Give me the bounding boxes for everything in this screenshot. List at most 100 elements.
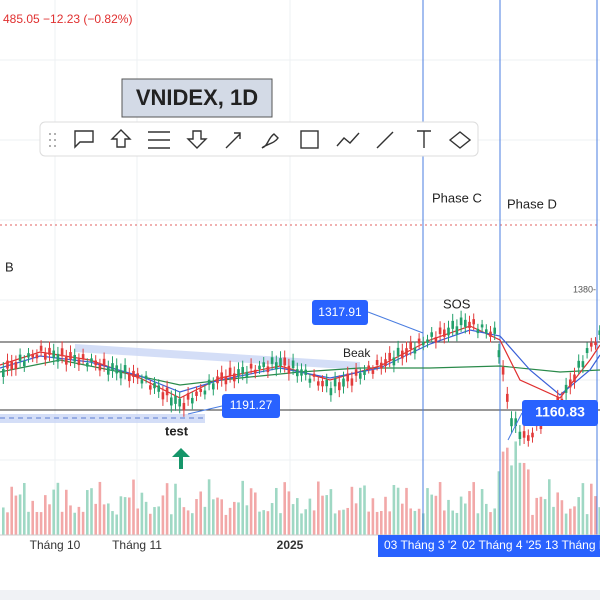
annotations: Phase C Phase D B SOS Beak test 1380- (5, 190, 596, 438)
candle (60, 348, 64, 357)
candle (333, 378, 337, 387)
volume-bar (203, 506, 207, 535)
candle (388, 352, 391, 361)
volume-bar (510, 465, 513, 535)
price-low: 1191.27 (230, 398, 273, 412)
candle (308, 378, 312, 383)
candle (275, 362, 278, 370)
beak: Beak (343, 346, 371, 360)
candle (48, 347, 51, 355)
volume-bar (245, 505, 249, 535)
volume-bar (161, 495, 165, 535)
candle (65, 356, 68, 365)
volume-bar (153, 507, 156, 535)
volume-bar (321, 495, 324, 535)
volume-bar (375, 511, 379, 535)
candle (6, 360, 9, 369)
candle (254, 369, 257, 374)
volume-bar (585, 514, 589, 535)
candle (585, 348, 589, 354)
candle (417, 338, 421, 344)
year-label: 2025 (277, 538, 304, 552)
volume-bar (69, 505, 72, 535)
candle (510, 418, 513, 427)
volume-bar (296, 498, 299, 535)
volume-bar (489, 512, 492, 535)
volume-bar (10, 486, 13, 535)
volume-bar (564, 513, 568, 535)
candle (522, 431, 526, 438)
candle (262, 362, 265, 367)
volume-bar (102, 504, 106, 535)
candle (39, 345, 43, 351)
candle (128, 374, 131, 382)
volume-bar (107, 503, 110, 535)
candle (258, 365, 261, 370)
volume-bar (2, 507, 5, 535)
candle (224, 376, 228, 385)
axis-labels: Tháng 10 Tháng 11 2025 03 Tháng 3 '2 02 … (30, 538, 600, 552)
candle (514, 418, 517, 427)
candle (182, 402, 186, 411)
volume-bar (451, 510, 454, 535)
bottom-bar (0, 590, 600, 600)
volume-bar (518, 462, 522, 535)
volume-bar (157, 506, 160, 535)
candle (73, 354, 76, 362)
candle (594, 341, 597, 346)
candle (291, 360, 295, 369)
volume-bar (409, 508, 412, 535)
volume-bar (535, 497, 538, 535)
volume-bar (199, 491, 202, 535)
volume-bar (371, 498, 375, 535)
volume-bar (18, 494, 22, 535)
candle (107, 367, 110, 375)
candle (287, 365, 291, 374)
candle (426, 339, 429, 343)
volume-bar (73, 512, 76, 535)
candle (338, 382, 341, 391)
candle (212, 383, 215, 390)
candle (304, 369, 307, 375)
candle (480, 324, 484, 328)
candle (350, 378, 354, 386)
volume-bar (77, 506, 81, 535)
candle (86, 363, 89, 367)
candle (359, 373, 362, 379)
candle (476, 328, 480, 334)
candle (459, 317, 463, 326)
candle (577, 360, 580, 368)
toolbar-icons[interactable] (49, 129, 472, 149)
candle (321, 380, 324, 387)
volume-bar (27, 511, 30, 535)
volume-bar (195, 499, 198, 535)
phase-b: B (5, 259, 14, 274)
candle (191, 397, 194, 404)
candle (434, 337, 438, 343)
volume-bar (300, 513, 303, 535)
candle (270, 357, 274, 364)
candle (241, 367, 244, 374)
candle (405, 348, 408, 356)
volume-bar (480, 489, 484, 535)
volume-bar (380, 510, 383, 535)
volume-bar (522, 462, 526, 535)
candle (539, 425, 543, 430)
candle (2, 369, 5, 377)
candle (506, 393, 509, 402)
candle (430, 332, 433, 337)
drawing-toolbar (39, 121, 479, 157)
candle (375, 360, 379, 365)
candle (363, 370, 366, 375)
phase-c: Phase C (432, 190, 482, 205)
candle (115, 365, 118, 374)
volume-bar (119, 496, 123, 535)
candle (438, 327, 442, 335)
volume-bar (363, 485, 366, 535)
candle (342, 378, 345, 387)
volume-bar (569, 508, 572, 535)
candle (527, 435, 530, 441)
volume-bar (182, 507, 186, 535)
volume-bar (413, 510, 417, 535)
volume-bar (233, 501, 236, 535)
